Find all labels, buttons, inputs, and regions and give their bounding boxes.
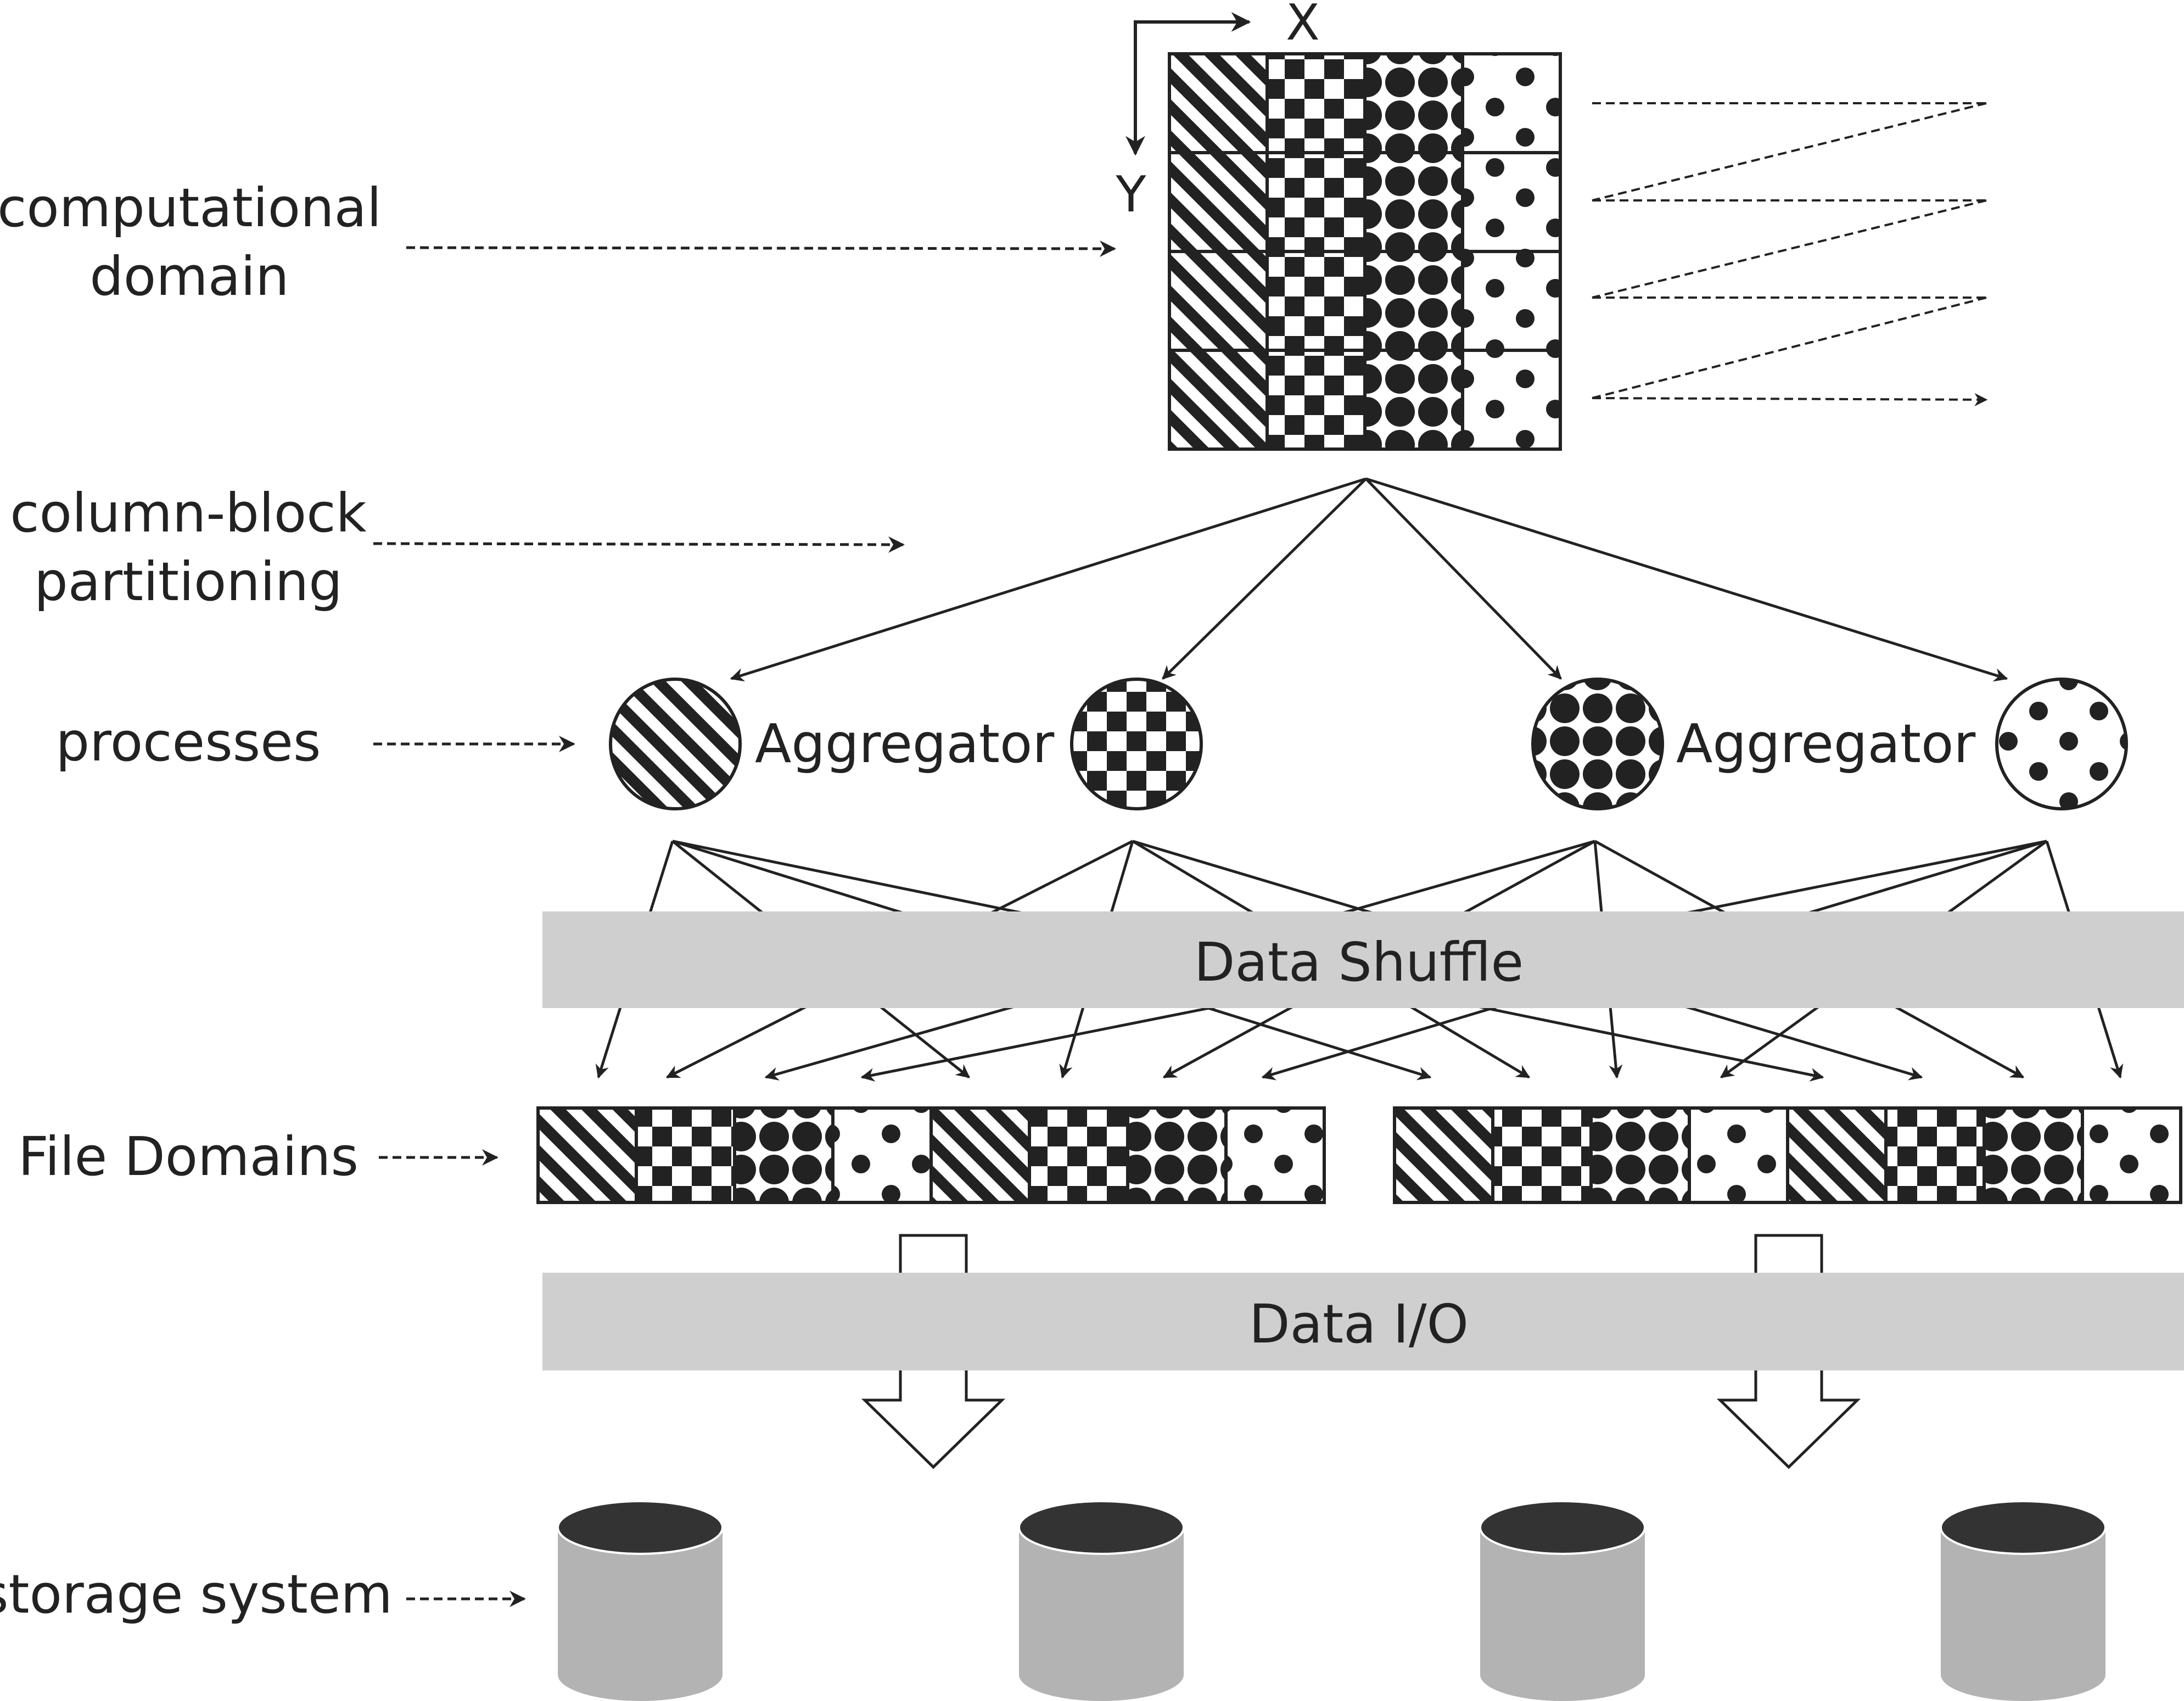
process-3-circle xyxy=(1531,678,1664,810)
storage-system xyxy=(557,1500,2107,1701)
file-domain-block xyxy=(831,1106,933,1204)
traversal-return-2 xyxy=(1592,199,1987,299)
file-domain-block xyxy=(1786,1106,1888,1204)
file-domain-block xyxy=(1688,1106,1789,1204)
grid-cell xyxy=(1265,151,1367,253)
grid-cell xyxy=(1265,250,1367,352)
grid-cell xyxy=(1168,151,1269,253)
file-domain-block xyxy=(1393,1106,1494,1204)
y-axis-label: Y xyxy=(1116,166,1147,223)
process-2-circle xyxy=(1070,678,1203,810)
grid-cell xyxy=(1265,349,1367,451)
cylinder-top xyxy=(1479,1500,1646,1555)
grid-cell xyxy=(1461,52,1562,154)
grid-cell xyxy=(1461,250,1562,352)
storage-cylinder xyxy=(1940,1500,2107,1701)
file-domain-block xyxy=(1884,1106,1986,1204)
file-domain-block xyxy=(733,1106,835,1204)
file-domain-block xyxy=(1224,1106,1326,1204)
partition-arrow-4 xyxy=(1365,477,2008,682)
grid-cell xyxy=(1168,349,1269,451)
partition-arrow-1 xyxy=(730,477,1367,682)
grid-cell xyxy=(1168,250,1269,352)
file-domains xyxy=(536,1106,2182,1204)
storage-cylinder xyxy=(1018,1500,1185,1701)
cylinder-top xyxy=(557,1500,724,1555)
data-shuffle-bar xyxy=(542,911,2184,1008)
grid-cell xyxy=(1461,151,1562,253)
cylinder-body xyxy=(558,1527,723,1701)
aggregator-label-1: Aggregator xyxy=(755,713,1054,775)
grid-cell xyxy=(1363,52,1464,154)
file-domain-block xyxy=(929,1106,1031,1204)
label-processes: processes xyxy=(56,711,321,773)
file-domain-block xyxy=(2081,1106,2182,1204)
cylinder-body xyxy=(1941,1527,2105,1701)
traversal-row-4 xyxy=(1592,393,1988,406)
partition-arrow-3 xyxy=(1365,478,1562,680)
row-major-traversal xyxy=(1592,102,1988,406)
data-io-label: Data I/O xyxy=(1249,1293,1469,1355)
cylinder-top xyxy=(1018,1500,1185,1555)
file-domain-block xyxy=(1589,1106,1691,1204)
process-1-circle xyxy=(609,678,742,810)
x-axis-label: X xyxy=(1286,0,1320,52)
aggregator-label-2: Aggregator xyxy=(1676,713,1975,775)
partition-arrows xyxy=(730,477,2008,682)
grid-cell xyxy=(1363,151,1464,253)
file-domain-block xyxy=(1491,1106,1593,1204)
grid-cell xyxy=(1363,250,1464,352)
file-domain-block xyxy=(1126,1106,1228,1204)
pointer-computational xyxy=(406,240,1116,257)
cylinder-body xyxy=(1480,1527,1645,1701)
label-partitioning: partitioning xyxy=(34,551,343,613)
label-computational: computational xyxy=(0,177,382,239)
cylinder-body xyxy=(1019,1527,1184,1701)
label-storage-system: storage system xyxy=(0,1563,393,1625)
grid-cell xyxy=(1168,52,1269,154)
process-4-circle xyxy=(1995,678,2128,810)
label-file-domains: File Domains xyxy=(18,1126,359,1188)
storage-cylinder xyxy=(1479,1500,1646,1701)
traversal-return-3 xyxy=(1592,296,1987,399)
pointer-partitioning xyxy=(373,536,905,553)
file-domain-block xyxy=(1028,1106,1129,1204)
grid-cell xyxy=(1461,349,1562,451)
computational-domain-grid xyxy=(1168,52,1562,451)
grid-cell xyxy=(1363,349,1464,451)
grid-cell xyxy=(1265,52,1367,154)
label-pointer-arrows xyxy=(373,240,1116,1607)
partition-arrow-2 xyxy=(1162,478,1367,680)
label-column-block: column-block xyxy=(10,482,366,544)
label-domain: domain xyxy=(89,245,289,307)
file-domain-block xyxy=(635,1106,736,1204)
file-domain-block xyxy=(536,1106,638,1204)
cylinder-top xyxy=(1940,1500,2107,1555)
axes xyxy=(1125,12,1251,156)
data-io-bar xyxy=(542,1273,2184,1370)
file-domain-block xyxy=(1983,1106,2084,1204)
data-shuffle-label: Data Shuffle xyxy=(1194,931,1524,993)
storage-cylinder xyxy=(557,1500,724,1701)
traversal-return-1 xyxy=(1592,102,1987,202)
